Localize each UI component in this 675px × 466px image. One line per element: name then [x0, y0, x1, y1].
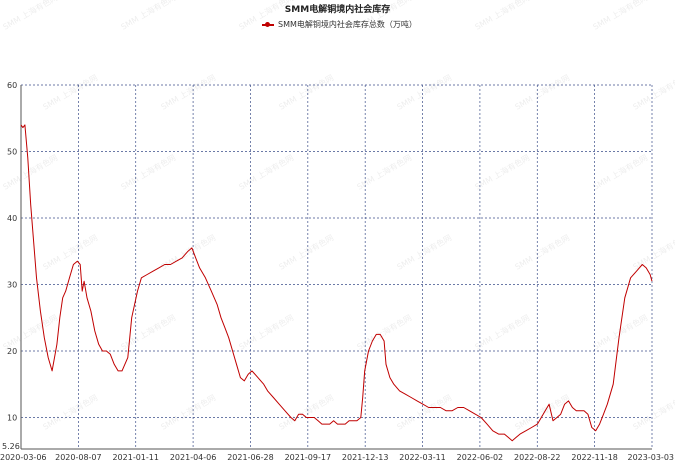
- y-tick-label: 60: [7, 81, 17, 90]
- watermark-text: SMM 上海有色网: [395, 392, 453, 431]
- watermark-text: SMM 上海有色网: [513, 232, 571, 271]
- x-tick-label: 2021-01-11: [112, 453, 159, 462]
- watermark-text: SMM 上海有色网: [41, 72, 99, 111]
- series-line[interactable]: [20, 124, 653, 442]
- x-tick-label: 2021-06-28: [227, 453, 274, 462]
- watermark-text: SMM 上海有色网: [631, 232, 675, 271]
- x-tick-label: 2023-03-03: [628, 453, 675, 462]
- x-tick-label: 2020-03-06: [0, 453, 47, 462]
- watermark-text: SMM 上海有色网: [513, 72, 571, 111]
- series: [20, 124, 653, 442]
- watermark-text: SMM 上海有色网: [631, 392, 675, 431]
- x-tick-label: 2022-11-18: [571, 453, 618, 462]
- watermark-text: SMM 上海有色网: [119, 0, 177, 32]
- watermark-text: SMM 上海有色网: [119, 152, 177, 191]
- watermark-text: SMM 上海有色网: [355, 0, 413, 32]
- watermark-text: SMM 上海有色网: [119, 312, 177, 351]
- watermark-text: SMM 上海有色网: [277, 232, 335, 271]
- watermark-text: SMM 上海有色网: [159, 72, 217, 111]
- watermark-text: SMM 上海有色网: [473, 0, 531, 32]
- legend[interactable]: SMM电解铜境内社会库存总数（万吨）: [262, 19, 417, 30]
- x-tick-label: 2021-12-13: [342, 453, 389, 462]
- watermark-text: SMM 上海有色网: [237, 312, 295, 351]
- watermark-text: SMM 上海有色网: [513, 392, 571, 431]
- watermark-text: SMM 上海有色网: [1, 0, 59, 32]
- watermark-text: SMM 上海有色网: [631, 72, 675, 111]
- y-tick-label: 10: [7, 413, 17, 422]
- watermark-text: SMM 上海有色网: [473, 312, 531, 351]
- watermark-text: SMM 上海有色网: [473, 152, 531, 191]
- y-tick-label: 50: [7, 147, 17, 156]
- axes: [20, 85, 652, 450]
- chart-title: SMM电解铜境内社会库存: [284, 5, 391, 15]
- watermark-text: SMM 上海有色网: [159, 232, 217, 271]
- watermark-text: SMM 上海有色网: [395, 72, 453, 111]
- watermark-text: SMM 上海有色网: [395, 232, 453, 271]
- watermarks: SMM 上海有色网 SMM 上海有色网 SMM 上海有色网 SMM 上海有色网 SMM …: [1, 0, 675, 432]
- watermark-text: SMM 上海有色网: [591, 152, 649, 191]
- y-min-label: 5.26: [2, 442, 20, 451]
- watermark-text: SMM 上海有色网: [1, 152, 59, 191]
- y-axis-labels: 10 20 30 40 50 60 5.26: [2, 81, 20, 451]
- watermark-text: SMM 上海有色网: [355, 152, 413, 191]
- x-tick-label: 2022-08-22: [514, 453, 561, 462]
- watermark-text: SMM 上海有色网: [237, 0, 295, 32]
- grid: [20, 84, 653, 449]
- x-tick-label: 2022-06-02: [457, 453, 504, 462]
- watermark-text: SMM 上海有色网: [41, 232, 99, 271]
- y-tick-label: 30: [7, 280, 17, 289]
- watermark-text: SMM 上海有色网: [159, 392, 217, 431]
- x-tick-label: 2020-08-07: [55, 453, 102, 462]
- watermark-text: SMM 上海有色网: [237, 152, 295, 191]
- y-tick-label: 40: [7, 214, 17, 223]
- watermark-text: SMM 上海有色网: [591, 0, 649, 32]
- x-tick-label: 2022-03-11: [399, 453, 446, 462]
- y-tick-label: 20: [7, 347, 17, 356]
- watermark-text: SMM 上海有色网: [1, 312, 59, 351]
- x-axis-labels: 2020-03-06 2020-08-07 2021-01-11 2021-04-06…: [0, 453, 674, 462]
- x-tick-label: 2021-04-06: [170, 453, 217, 462]
- x-tick-label: 2021-09-17: [285, 453, 332, 462]
- watermark-text: SMM 上海有色网: [41, 392, 99, 431]
- watermark-text: SMM 上海有色网: [277, 72, 335, 111]
- legend-line-marker-icon: [262, 21, 274, 27]
- legend-label: SMM电解铜境内社会库存总数（万吨）: [278, 20, 417, 29]
